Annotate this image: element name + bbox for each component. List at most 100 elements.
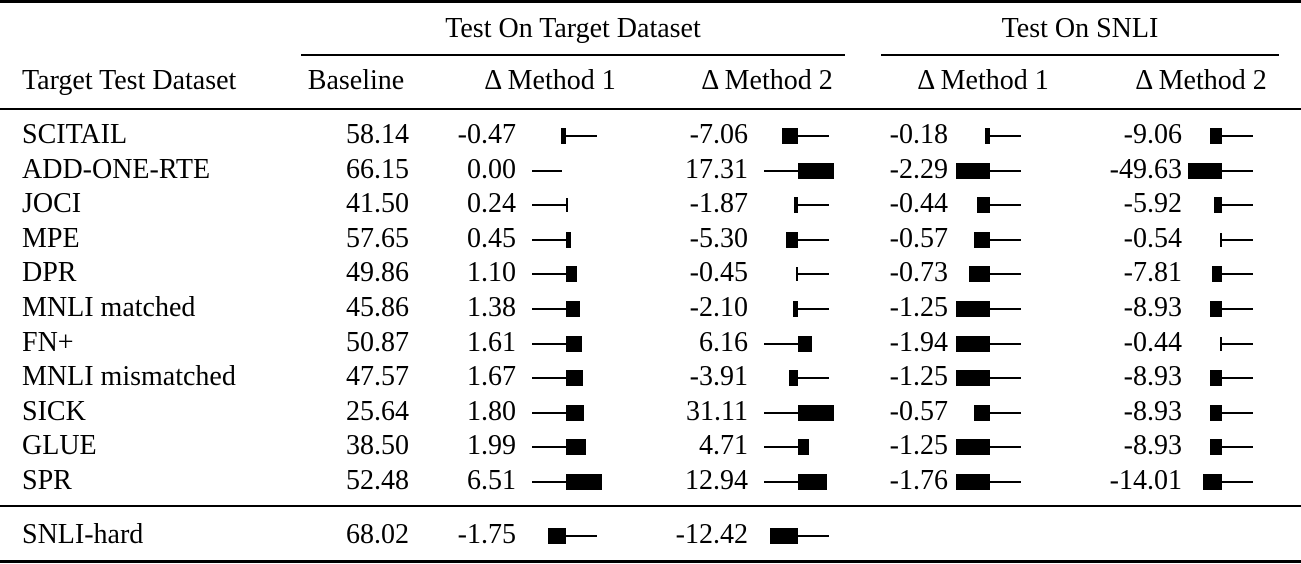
header-rule <box>0 108 1301 110</box>
row-target-m1-value: 1.99 <box>467 430 516 462</box>
row-target-m2-value: 12.94 <box>685 465 748 496</box>
row-target-m2-bar-baseline <box>783 135 829 137</box>
row-snli-m2-value: -0.54 <box>1123 222 1182 254</box>
row-snli-m1-bar-baseline <box>969 273 1021 276</box>
row-target-m2-bar <box>764 118 834 152</box>
row-target-m2-bar-baseline <box>771 535 829 537</box>
row-target-m1-value: 0.45 <box>467 222 516 254</box>
row-target-m1-bar <box>532 256 602 290</box>
row-snli-m1-bar-baseline <box>985 135 1021 137</box>
row-target-m1-bar-value-mark <box>566 266 578 283</box>
row-target-m1-bar <box>532 326 602 360</box>
row-snli-m1-bar <box>956 429 1026 463</box>
row-dataset: SNLI-hard <box>22 519 144 550</box>
row-snli-m1-value: -0.44 <box>889 188 948 220</box>
row-snli-m2-bar <box>1188 464 1258 498</box>
row-target-m1-value: -0.47 <box>457 119 516 150</box>
row-snli-m1-value: -1.94 <box>889 326 948 358</box>
row-target-m1-bar <box>532 464 602 498</box>
row-snli-m1-bar <box>956 395 1026 429</box>
row-dataset: MNLI matched <box>22 292 196 323</box>
column-header-snli-method-2: Δ Method 2 <box>1135 65 1267 96</box>
row-snli-m1-value: -1.25 <box>889 361 948 393</box>
row-target-m1-value: 1.80 <box>467 395 516 427</box>
row-target-m1-bar <box>532 118 602 152</box>
row-target-m1-value: 1.67 <box>467 361 516 393</box>
column-header-snli-method-1: Δ Method 1 <box>917 65 1049 96</box>
row-dataset: SPR <box>22 465 72 496</box>
row-baseline: 68.02 <box>346 519 409 550</box>
row-snli-m2-bar-baseline <box>1221 342 1253 345</box>
row-snli-m2-value: -8.93 <box>1123 395 1182 427</box>
row-snli-m2-bar-baseline <box>1221 238 1253 241</box>
row-target-m2-bar <box>764 464 834 498</box>
row-target-m2-value: -2.10 <box>689 292 748 323</box>
row-target-m2-bar-value-mark <box>798 335 812 352</box>
row-target-m2-bar <box>764 360 834 394</box>
row-target-m2-bar <box>764 326 834 360</box>
column-header-baseline: Baseline <box>307 65 405 96</box>
row-snli-m2-bar <box>1188 118 1258 152</box>
row-target-m2-bar-value-mark <box>798 162 834 179</box>
row-snli-m1-value: -0.18 <box>889 119 948 150</box>
row-snli-m1-bar <box>956 187 1026 221</box>
row-snli-m2-bar <box>1188 429 1258 463</box>
row-target-m1-value: 0.24 <box>467 188 516 220</box>
row-target-m2-bar-baseline <box>764 342 798 345</box>
row-target-m2-value: 17.31 <box>685 153 748 185</box>
row-snli-m2-value: -9.06 <box>1123 119 1182 150</box>
row-snli-m1-bar-baseline <box>957 446 1021 449</box>
row-target-m2-value: -0.45 <box>689 257 748 289</box>
row-snli-m1-bar-baseline <box>957 169 1021 172</box>
row-target-m1-bar <box>532 429 602 463</box>
row-target-m2-bar-baseline <box>797 273 829 276</box>
row-target-m1-bar-baseline <box>532 273 566 276</box>
row-target-m1-bar-value-mark <box>566 474 602 490</box>
row-snli-m2-bar <box>1188 326 1258 360</box>
row-snli-m2-bar <box>1188 153 1258 187</box>
row-snli-m1-value: -1.76 <box>889 465 948 496</box>
row-snli-m2-bar-baseline <box>1210 135 1253 137</box>
row-target-m1-value: 1.10 <box>467 257 516 289</box>
row-snli-m1-bar-baseline <box>957 308 1021 310</box>
row-target-m1-bar-baseline <box>562 135 597 137</box>
column-header-target-method-2: Δ Method 2 <box>701 65 833 96</box>
row-snli-m2-value: -5.92 <box>1123 188 1182 220</box>
row-dataset: DPR <box>22 257 77 289</box>
row-snli-m1-bar <box>956 153 1026 187</box>
row-target-m2-bar-baseline <box>764 481 798 483</box>
row-target-m2-bar-value-mark <box>798 404 834 421</box>
row-dataset: SICK <box>22 395 86 427</box>
row-target-m2-bar <box>764 256 834 290</box>
row-baseline: 47.57 <box>346 361 409 393</box>
row-target-m2-bar-baseline <box>787 238 829 241</box>
row-target-m1-bar-value-mark <box>566 198 568 213</box>
row-snli-m1-bar <box>956 222 1026 256</box>
row-target-m2-value: -12.42 <box>675 519 748 550</box>
row-target-m1-bar <box>532 395 602 429</box>
group-rule-snli <box>881 54 1279 56</box>
column-header-dataset: Target Test Dataset <box>22 65 237 96</box>
row-dataset: SCITAIL <box>22 119 128 150</box>
row-snli-m1-value: -0.57 <box>889 395 948 427</box>
row-snli-m2-bar-baseline <box>1212 273 1253 276</box>
row-target-m2-bar-value-mark <box>798 439 809 456</box>
row-target-m1-bar <box>532 518 602 552</box>
row-snli-m1-bar <box>956 464 1026 498</box>
row-snli-m2-value: -8.93 <box>1123 430 1182 462</box>
row-snli-m1-bar <box>956 256 1026 290</box>
row-target-m2-value: -3.91 <box>689 361 748 393</box>
row-target-m1-bar-baseline <box>532 481 566 483</box>
row-target-m2-bar-baseline <box>790 377 829 380</box>
row-baseline: 58.14 <box>346 119 409 150</box>
row-snli-m2-bar-baseline <box>1211 411 1253 414</box>
row-target-m2-bar <box>764 291 834 325</box>
row-target-m2-bar-baseline <box>764 169 798 172</box>
row-snli-m2-bar-baseline <box>1189 169 1253 172</box>
row-target-m2-value: 4.71 <box>699 430 748 462</box>
row-target-m2-value: -5.30 <box>689 222 748 254</box>
row-dataset: MNLI mismatched <box>22 361 236 393</box>
row-snli-m1-bar <box>956 291 1026 325</box>
row-baseline: 49.86 <box>346 257 409 289</box>
row-target-m1-bar-baseline <box>532 411 566 414</box>
